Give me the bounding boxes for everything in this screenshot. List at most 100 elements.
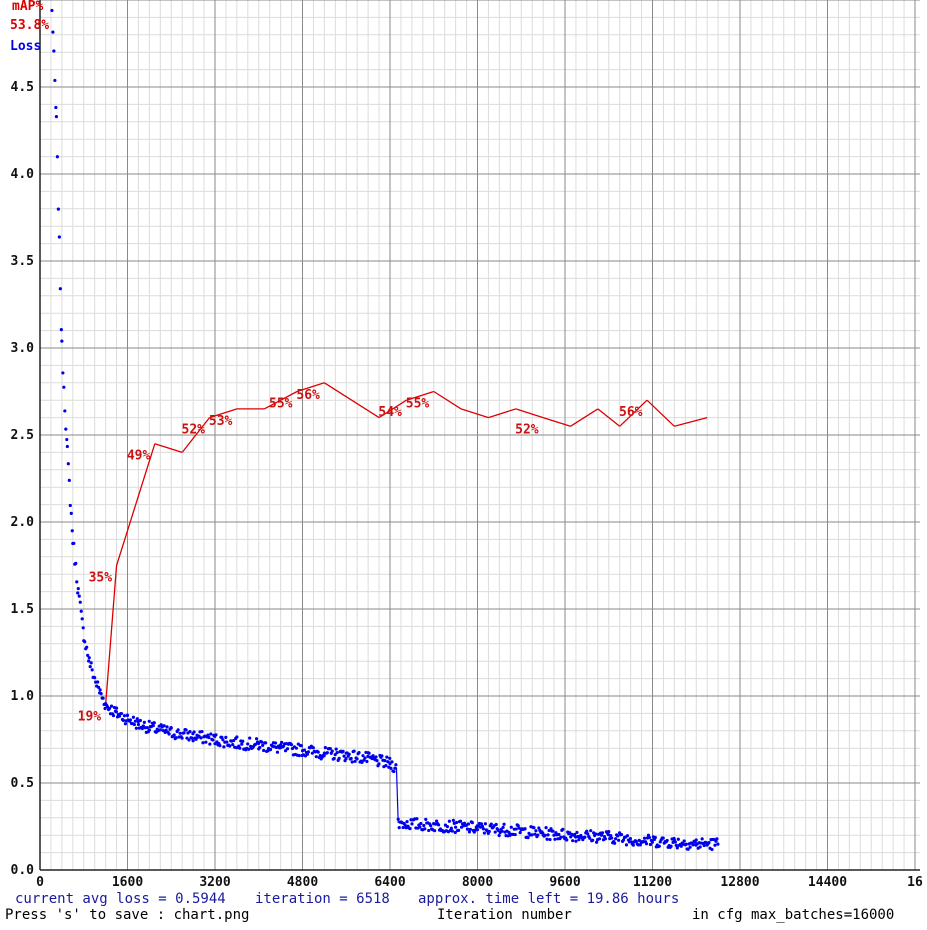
loss-point [121,718,126,723]
loss-point [61,371,65,375]
x-axis-label: Iteration number [437,907,572,923]
loss-point [273,741,278,745]
loss-point [424,817,428,821]
loss-point [344,756,348,761]
map-point-label: 52% [182,423,206,438]
loss-point [211,738,215,742]
loss-point [114,710,119,714]
loss-point [415,817,419,821]
loss-point [241,739,245,743]
y-tick-label: 3.5 [11,254,34,269]
loss-point [427,828,431,833]
status-avg-loss: current avg loss = 0.5944 [15,891,226,907]
loss-point [393,766,397,770]
loss-point [342,754,346,758]
loss-point [275,750,280,754]
loss-point [75,580,79,584]
loss-point [390,760,394,764]
loss-point [247,747,251,751]
loss-point [586,832,590,836]
loss-point [178,731,182,735]
loss-point [465,827,470,831]
loss-point [470,820,474,825]
map-line-segment [351,399,380,419]
loss-point [647,835,652,840]
loss-point [122,714,127,718]
map-point-label: 49% [127,449,151,464]
loss-point [201,741,205,745]
loss-point [52,49,56,53]
loss-point [254,737,259,741]
loss-point [140,726,144,731]
loss-point [72,541,76,545]
map-line-segment [646,399,675,427]
map-line-segment [324,382,353,401]
map-point-label: 55% [406,397,430,412]
loss-point [534,829,538,833]
loss-point [408,827,412,831]
x-tick-label: 14400 [808,875,847,890]
loss-point [514,827,518,831]
loss-point [232,738,236,743]
x-tick-label: 6400 [374,875,405,890]
loss-point [575,830,579,835]
loss-point [557,832,561,837]
loss-point [316,750,320,754]
loss-point [176,728,180,732]
loss-point [335,751,339,755]
loss-point [715,837,719,841]
y-tick-label: 1.5 [11,602,34,617]
loss-point [264,741,268,745]
loss-point [119,711,124,716]
loss-point [467,830,472,834]
loss-point [702,843,706,848]
loss-point [128,718,133,722]
loss-point [657,844,661,848]
loss-point [314,755,318,759]
loss-point [361,754,365,758]
status-max-batches: in cfg max_batches=16000 [692,907,894,923]
map-point-label: 52% [515,423,539,438]
loss-point [396,817,400,821]
loss-point [679,844,683,848]
loss-point [403,823,407,827]
loss-point [65,437,69,442]
loss-point [123,722,128,726]
loss-point [600,831,605,835]
y-tick-label: 4.5 [11,80,34,95]
loss-point [147,728,151,732]
loss-point [455,820,459,825]
loss-point [502,822,506,826]
loss-point [698,845,702,849]
loss-point [192,730,196,734]
loss-point [136,722,141,727]
loss-point [268,747,273,752]
loss-point [383,759,387,763]
loss-point [367,751,371,755]
loss-point [385,755,389,759]
loss-point [50,8,54,13]
loss-point [628,836,633,841]
map-point-label: 54% [378,405,402,420]
loss-point [375,758,379,763]
loss-point [65,444,69,449]
loss-point [676,837,680,841]
loss-point [98,688,102,692]
loss-point [456,828,461,832]
map-line-segment [154,443,183,454]
loss-point [97,685,101,689]
loss-point [377,762,381,766]
loss-point [109,704,114,708]
loss-point [569,835,573,839]
loss-point [158,728,162,732]
loss-point [174,736,178,740]
loss-point [214,733,218,737]
loss-point [147,719,151,723]
loss-point [285,747,290,751]
loss-point [530,833,534,837]
loss-point [468,827,472,831]
map-line-segment [209,408,238,419]
loss-point [248,736,252,740]
loss-point [70,529,74,533]
loss-point [328,747,332,751]
